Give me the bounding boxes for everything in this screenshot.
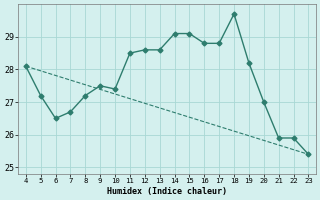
X-axis label: Humidex (Indice chaleur): Humidex (Indice chaleur) [107, 187, 227, 196]
